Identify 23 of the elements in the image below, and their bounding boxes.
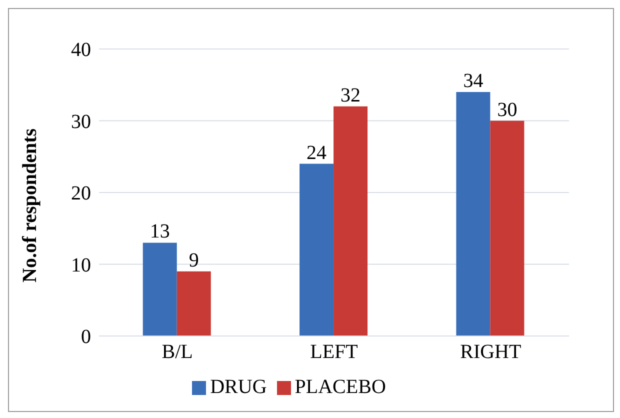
bar [456,92,490,336]
data-label: 24 [306,142,327,164]
bar [176,271,211,336]
data-label: 9 [188,249,199,272]
y-tick-label: 20 [71,182,91,205]
data-label: 34 [463,70,484,92]
data-label: 13 [150,220,170,243]
y-tick-label: 40 [71,39,91,62]
y-tick-label: 10 [71,254,91,276]
y-axis-title: No.of respondents [19,128,42,282]
bar [300,164,334,336]
legend-label: PLACEBO [294,376,386,398]
y-tick-label: 30 [71,110,91,133]
bar [142,242,177,336]
data-label: 30 [497,98,518,121]
bar [334,106,368,336]
x-tick-label: RIGHT [460,341,522,364]
legend-label: DRUG [210,376,267,398]
x-tick-label: LEFT [310,341,358,364]
y-tick-label: 0 [81,326,91,348]
data-label: 32 [340,84,361,106]
x-tick-label: B/L [162,341,193,364]
bar [490,120,524,336]
